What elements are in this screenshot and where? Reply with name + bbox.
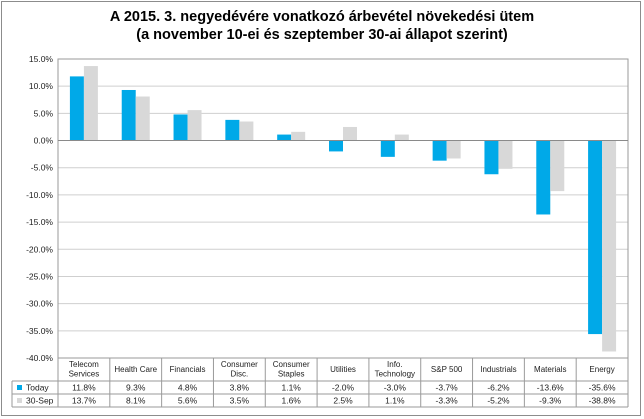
data-table-value: -3.0% — [384, 383, 407, 393]
data-table-value: -2.0% — [332, 383, 355, 393]
bar-30-sep — [446, 140, 461, 159]
category-label: Info. — [387, 360, 403, 369]
y-tick-label: -5.0% — [31, 163, 54, 173]
y-tick-label: -40.0% — [26, 353, 53, 363]
y-tick-label: -30.0% — [26, 299, 53, 309]
bar-today — [277, 134, 292, 141]
data-table-value: -9.3% — [539, 396, 562, 406]
chart-title-line-2: (a november 10-ei és szeptember 30-ai ál… — [136, 27, 508, 43]
y-tick-label: -15.0% — [26, 217, 53, 227]
data-table-value: 11.8% — [72, 383, 96, 393]
data-table-value: -5.2% — [487, 396, 510, 406]
data-table-value: -3.3% — [436, 396, 459, 406]
y-tick-label: 10.0% — [29, 81, 54, 91]
y-tick-label: -10.0% — [26, 190, 53, 200]
bar-30-sep — [394, 134, 409, 141]
legend-series-name: Today — [26, 383, 49, 393]
data-table-value: 8.1% — [126, 396, 146, 406]
data-table-value: 9.3% — [126, 383, 146, 393]
category-label: Technology — [375, 370, 415, 379]
bar-today — [380, 140, 395, 157]
category-label: Consumer — [221, 360, 258, 369]
bar-30-sep — [498, 140, 513, 169]
y-tick-label: -20.0% — [26, 244, 53, 254]
legend-key — [17, 398, 22, 403]
category-label: Staples — [278, 370, 305, 379]
data-table-value: 1.1% — [281, 383, 301, 393]
category-label: S&P 500 — [431, 365, 463, 374]
data-table-value: -38.8% — [589, 396, 616, 406]
data-table-value: 3.5% — [230, 396, 250, 406]
chart-title: A 2015. 3. negyedévére vonatkozó árbevét… — [0, 8, 644, 44]
data-table-value: 1.6% — [281, 396, 301, 406]
y-tick-label: -35.0% — [26, 326, 53, 336]
category-label: Utilities — [330, 365, 356, 374]
y-tick-label: 0.0% — [34, 136, 54, 146]
data-table-value: 1.1% — [385, 396, 405, 406]
bar-today — [225, 119, 240, 141]
bar-today — [121, 89, 136, 141]
data-table-value: 3.8% — [230, 383, 250, 393]
bar-today — [173, 114, 188, 141]
legend-key — [17, 385, 22, 390]
bar-today — [329, 140, 343, 152]
y-tick-label: 5.0% — [34, 108, 54, 118]
bar-today — [69, 76, 84, 141]
category-label: Industrials — [480, 365, 516, 374]
y-tick-label: 15.0% — [29, 54, 54, 64]
bar-today — [588, 140, 603, 335]
bar-30-sep — [343, 126, 357, 141]
bar-30-sep — [550, 140, 565, 192]
data-table-value: -13.6% — [537, 383, 564, 393]
data-table-value: 5.6% — [178, 396, 198, 406]
bar-today — [536, 140, 551, 215]
chart-title-line-1: A 2015. 3. negyedévére vonatkozó árbevét… — [109, 9, 535, 25]
legend-series-name: 30-Sep — [26, 396, 54, 406]
bar-30-sep — [239, 121, 254, 141]
data-table-value: 2.5% — [333, 396, 353, 406]
bar-30-sep — [187, 110, 202, 141]
data-table-value: 13.7% — [72, 396, 97, 406]
bar-30-sep — [83, 66, 98, 141]
y-tick-label: -25.0% — [26, 271, 53, 281]
category-label: Health Care — [114, 365, 157, 374]
category-label: Energy — [589, 365, 614, 374]
category-label: Financials — [170, 365, 206, 374]
category-label: Telecom — [69, 360, 99, 369]
category-label: Consumer — [273, 360, 310, 369]
bar-30-sep — [602, 140, 617, 352]
category-label: Materials — [534, 365, 566, 374]
data-table-value: -35.6% — [589, 383, 616, 393]
bar-today — [432, 140, 447, 161]
bar-30-sep — [291, 131, 306, 141]
data-table-value: 4.8% — [178, 383, 198, 393]
category-label: Disc. — [230, 370, 248, 379]
data-table-value: -6.2% — [487, 383, 510, 393]
bar-30-sep — [135, 96, 150, 141]
bar-today — [484, 140, 499, 175]
data-table-value: -3.7% — [436, 383, 459, 393]
category-label: Services — [69, 370, 100, 379]
